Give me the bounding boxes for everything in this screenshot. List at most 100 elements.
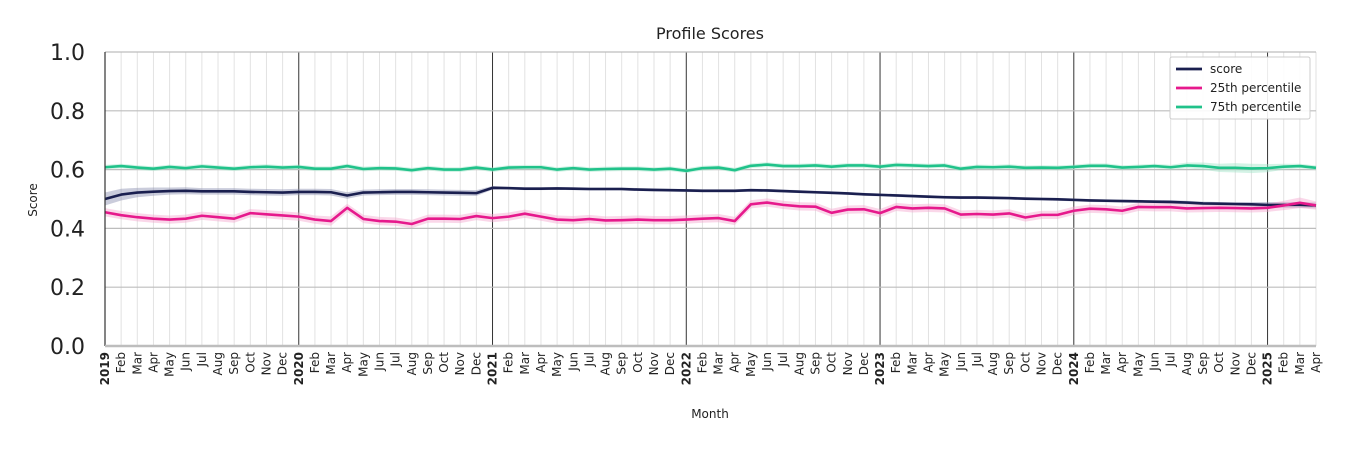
x-tick-month-label: Jun: [179, 352, 193, 372]
x-tick-month-label: Dec: [663, 352, 677, 375]
x-tick-month-label: Jul: [582, 352, 596, 367]
x-tick-month-label: Mar: [1293, 352, 1307, 375]
x-tick-month-label: May: [744, 352, 758, 377]
x-tick-month-label: Mar: [1099, 352, 1113, 375]
x-tick-month-label: Dec: [1244, 352, 1258, 375]
series-line: [104, 201, 1317, 226]
x-tick-year-label: 2019: [98, 352, 112, 385]
x-tick-month-label: Nov: [1228, 352, 1242, 375]
legend-frame: [1169, 56, 1311, 120]
x-tick-month-label: Feb: [502, 352, 516, 373]
y-tick-label: 0.6: [50, 159, 85, 184]
x-tick-month-label: May: [163, 352, 177, 377]
x-tick-month-label: Aug: [599, 352, 613, 375]
x-tick-month-label: Jul: [1164, 352, 1178, 367]
x-tick-month-label: Apr: [534, 352, 548, 373]
x-tick-month-label: Jul: [195, 352, 209, 367]
x-tick-month-label: Aug: [405, 352, 419, 375]
x-tick-month-label: Nov: [841, 352, 855, 375]
legend-label: 75th percentile: [1210, 100, 1301, 114]
y-tick-label: 0.8: [50, 100, 85, 125]
confidence-band: [105, 197, 1316, 229]
x-tick-month-label: Oct: [437, 352, 451, 373]
x-tick-month-label: Sep: [808, 352, 822, 375]
x-tick-month-label: Jun: [760, 352, 774, 372]
x-tick-month-label: Aug: [1180, 352, 1194, 375]
x-tick-month-label: Mar: [905, 352, 919, 375]
legend-label: score: [1210, 62, 1242, 76]
x-tick-month-label: Jun: [954, 352, 968, 372]
y-axis-label: Score: [26, 183, 40, 217]
x-tick-month-label: Jul: [776, 352, 790, 367]
x-tick-month-label: Jun: [372, 352, 386, 372]
series-line: [104, 163, 1317, 173]
x-tick-month-label: Apr: [728, 352, 742, 373]
x-tick-month-label: Dec: [469, 352, 483, 375]
y-tick-label: 1.0: [50, 41, 85, 66]
x-tick-month-label: Apr: [921, 352, 935, 373]
x-tick-month-label: May: [938, 352, 952, 377]
y-tick-label: 0.4: [50, 217, 85, 242]
x-tick-month-label: Apr: [146, 352, 160, 373]
x-tick-month-label: Sep: [615, 352, 629, 375]
x-tick-month-label: Feb: [114, 352, 128, 373]
x-tick-year-label: 2021: [486, 352, 500, 385]
legend-label: 25th percentile: [1210, 81, 1301, 95]
x-tick-year-label: 2025: [1261, 352, 1275, 385]
x-tick-month-label: Apr: [1115, 352, 1129, 373]
y-tick-label: 0.2: [50, 276, 85, 301]
x-tick-month-label: Jul: [389, 352, 403, 367]
x-tick-month-label: Mar: [518, 352, 532, 375]
x-tick-month-label: Mar: [324, 352, 338, 375]
x-tick-month-label: May: [1131, 352, 1145, 377]
x-tick-month-label: Aug: [792, 352, 806, 375]
x-tick-labels: 2019 Feb Mar Apr May Jun Jul Aug Sep Oct Nov Dec 202…: [98, 352, 1323, 386]
x-tick-month-label: Oct: [631, 352, 645, 373]
x-tick-month-label: May: [550, 352, 564, 377]
x-tick-year-label: 2023: [873, 352, 887, 385]
x-tick-month-label: May: [356, 352, 370, 377]
x-tick-year-label: 2022: [679, 352, 693, 385]
series-line: [104, 186, 1317, 207]
x-tick-year-label: 2020: [292, 352, 306, 385]
x-tick-month-label: Oct: [1018, 352, 1032, 373]
x-tick-month-label: Feb: [695, 352, 709, 373]
x-tick-month-label: Jun: [1148, 352, 1162, 372]
x-tick-month-label: Jun: [566, 352, 580, 372]
x-tick-month-label: Apr: [340, 352, 354, 373]
x-tick-month-label: Oct: [243, 352, 257, 373]
y-tick-labels: 0.0 0.2 0.4 0.6 0.8 1.0: [50, 41, 85, 360]
x-tick-month-label: Feb: [308, 352, 322, 373]
x-tick-month-label: Feb: [1277, 352, 1291, 373]
x-tick-month-label: Sep: [1002, 352, 1016, 375]
x-tick-month-label: Dec: [276, 352, 290, 375]
axes: [104, 52, 1316, 348]
x-axis-label: Month: [691, 407, 729, 421]
x-tick-month-label: Nov: [453, 352, 467, 375]
x-tick-month-label: Nov: [1035, 352, 1049, 375]
x-tick-month-label: Oct: [825, 352, 839, 373]
series-lines: [104, 163, 1317, 226]
x-tick-month-label: Aug: [211, 352, 225, 375]
x-tick-month-label: Sep: [421, 352, 435, 375]
x-tick-month-label: Dec: [857, 352, 871, 375]
x-tick-month-label: Sep: [227, 352, 241, 375]
x-tick-month-label: Mar: [712, 352, 726, 375]
x-tick-month-label: Jul: [970, 352, 984, 367]
grid-layer: [105, 51, 1317, 346]
x-tick-month-label: Nov: [259, 352, 273, 375]
x-tick-month-label: Feb: [889, 352, 903, 373]
x-tick-month-label: Dec: [1051, 352, 1065, 375]
y-tick-label: 0.0: [50, 335, 85, 360]
x-tick-month-label: Sep: [1196, 352, 1210, 375]
legend: score 25th percentile 75th percentile: [1169, 56, 1311, 120]
x-tick-year-label: 2024: [1067, 352, 1081, 385]
x-tick-month-label: Aug: [986, 352, 1000, 375]
x-tick-month-label: Apr: [1309, 352, 1323, 373]
chart-title: Profile Scores: [656, 24, 764, 43]
x-tick-month-label: Mar: [130, 352, 144, 375]
x-tick-month-label: Nov: [647, 352, 661, 375]
x-tick-month-label: Feb: [1083, 352, 1097, 373]
